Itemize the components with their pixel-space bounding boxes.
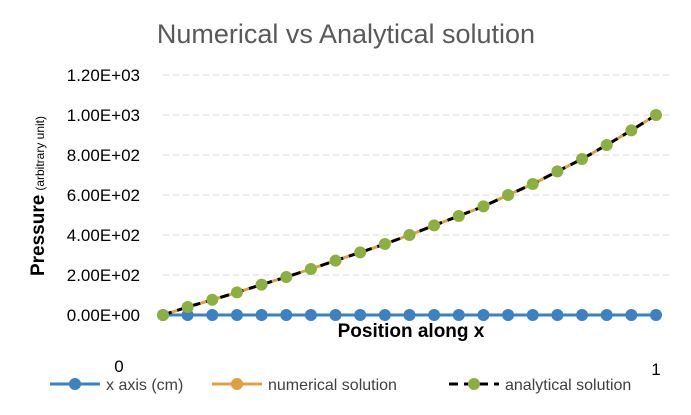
x-axis-cm-point [206,309,219,321]
y-axis-label-main: Pressure [28,195,49,276]
legend-marker-numerical-solution [231,378,243,390]
analytical-solution-point [502,189,515,201]
analytical-solution-point [280,271,293,283]
analytical-solution-point [304,263,317,275]
analytical-solution-point [157,309,169,321]
x-axis-cm-point [378,309,391,321]
analytical-solution-point [403,229,416,241]
x-axis-cm-point [600,309,613,321]
analytical-solution-point [526,178,539,190]
analytical-solution-point [576,153,589,165]
x-axis-cm-point [576,309,589,321]
analytical-solution-point [378,238,391,250]
analytical-solution-point [206,293,219,306]
y-tick-label: 1.00E+03 [67,106,140,125]
y-tick-label: 0.00E+00 [67,306,140,325]
y-tick-label: 4.00E+02 [67,226,140,245]
x-start-label: 0 [114,357,123,376]
chart-title: Numerical vs Analytical solution [157,19,535,49]
analytical-solution-point [230,286,243,299]
analytical-solution-point [650,109,662,121]
x-axis-cm-point [329,309,342,321]
x-axis-cm-point [230,309,243,321]
numerical-solution-line [162,113,657,317]
legend: x axis (cm) numerical solution analytical … [50,377,631,394]
x-axis-cm-point [255,309,268,321]
y-axis-label-sub: (arbitrary unit) [33,116,47,191]
analytical-solution-point [452,210,465,222]
analytical-solution-point [600,139,613,151]
x-axis-cm-point [304,309,317,321]
x-axis-cm-point [625,309,638,321]
analytical-solution-point [329,254,342,267]
analytical-solution-point [354,246,367,259]
y-tick-label: 2.00E+02 [67,266,140,285]
x-axis-cm-point [502,309,515,321]
y-axis-label: Pressure (arbitrary unit) [28,116,49,276]
legend-marker-x-axis-cm [69,378,81,390]
analytical-solution-point [551,165,564,178]
legend-label-analytical-solution: analytical solution [505,377,631,394]
x-axis-cm-point [280,309,293,321]
x-end-label: 1 [651,360,660,379]
analytical-solution-line [162,113,657,317]
analytical-solution-point [477,200,490,213]
legend-label-x-axis-cm: x axis (cm) [106,377,183,394]
analytical-solution-point [181,301,194,313]
x-axis-cm-point [526,309,539,321]
x-axis-label: Position along x [338,321,485,342]
y-tick-labels: 0.00E+00 2.00E+02 4.00E+02 6.00E+02 8.00E+02… [67,66,140,325]
series-group [157,109,662,321]
x-axis-cm-point [650,309,662,321]
y-tick-label: 1.20E+03 [67,66,140,85]
x-axis-cm-point [403,309,416,321]
x-axis-cm-point [354,309,367,321]
x-axis-cm-point [551,309,564,321]
x-axis-cm-point [428,309,441,321]
gridlines [163,74,670,276]
y-tick-label: 8.00E+02 [67,146,140,165]
analytical-solution-point [255,278,268,291]
analytical-solution-point [625,124,638,137]
x-axis-cm-point [477,309,490,321]
analytical-solution-point [428,219,441,232]
y-tick-label: 6.00E+02 [67,186,140,205]
legend-label-numerical-solution: numerical solution [268,377,397,394]
x-axis-cm-point [452,309,465,321]
legend-marker-analytical-solution [468,378,480,390]
